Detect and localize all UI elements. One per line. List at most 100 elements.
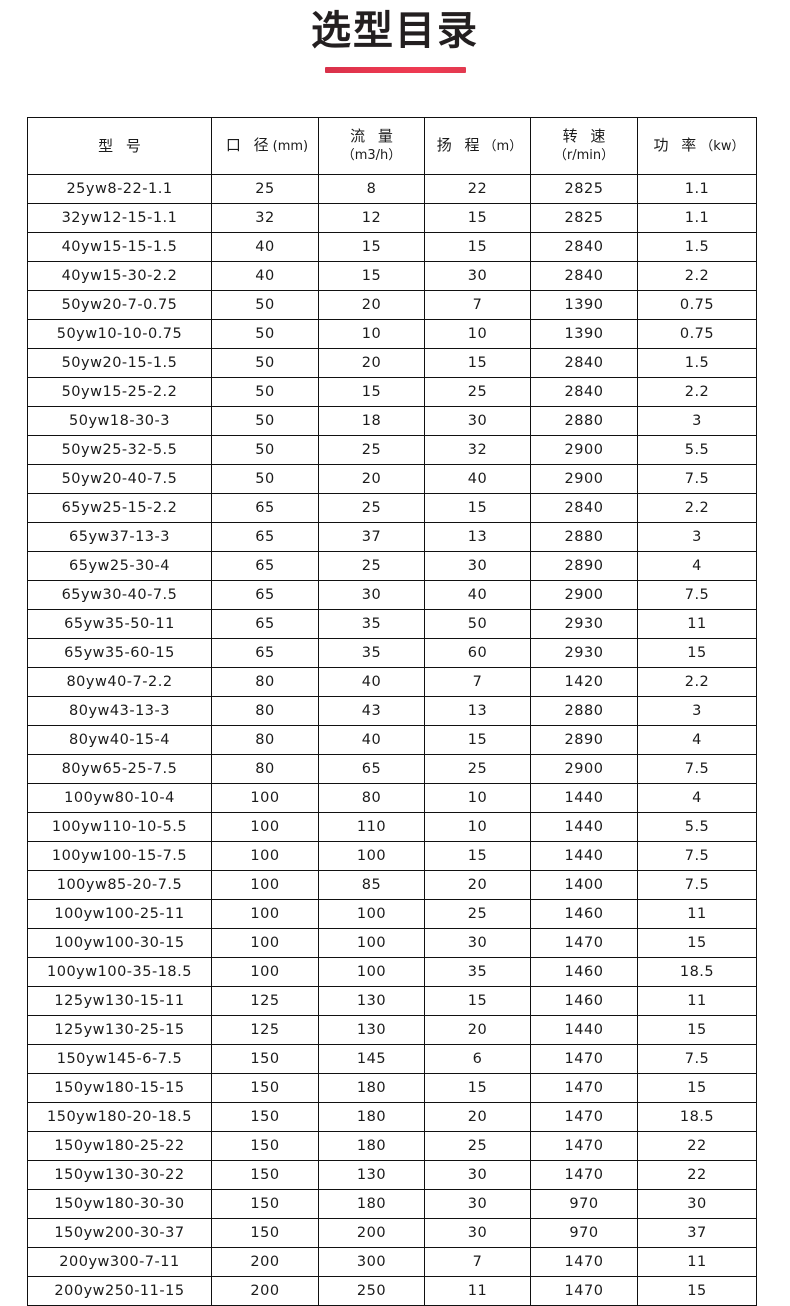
column-header-head: 扬 程（m） [424, 117, 531, 175]
cell-power: 7.5 [637, 580, 757, 610]
cell-speed: 970 [530, 1189, 638, 1219]
cell-speed: 2930 [530, 609, 638, 639]
cell-bore: 25 [211, 174, 319, 204]
cell-head: 35 [424, 957, 531, 987]
table-header-row: 型 号 口 径(mm) 流 量 （m3/h） 扬 程（m） 转 速 （r/ [27, 117, 757, 175]
cell-model: 200yw250-11-15 [27, 1276, 212, 1306]
cell-flow: 65 [318, 754, 425, 784]
table-row: 50yw15-25-2.2 50 15 25 2840 2.2 [27, 377, 757, 407]
title-block: 选型目录 [0, 0, 790, 73]
cell-speed: 1390 [530, 319, 638, 349]
cell-head: 30 [424, 261, 531, 291]
cell-power: 18.5 [637, 957, 757, 987]
cell-power: 22 [637, 1131, 757, 1161]
cell-bore: 65 [211, 580, 319, 610]
cell-flow: 100 [318, 928, 425, 958]
cell-model: 50yw20-40-7.5 [27, 464, 212, 494]
table-row: 100yw85-20-7.5 100 85 20 1400 7.5 [27, 870, 757, 900]
cell-model: 50yw18-30-3 [27, 406, 212, 436]
cell-model: 125yw130-15-11 [27, 986, 212, 1016]
cell-bore: 150 [211, 1218, 319, 1248]
table-row: 32yw12-15-1.1 32 12 15 2825 1.1 [27, 203, 757, 233]
column-header-head-label: 扬 程 [436, 136, 484, 154]
cell-bore: 150 [211, 1189, 319, 1219]
column-header-speed-label: 转 速 [562, 127, 610, 145]
cell-head: 25 [424, 899, 531, 929]
column-header-speed: 转 速 （r/min） [530, 117, 638, 175]
table-row: 150yw200-30-37 150 200 30 970 37 [27, 1218, 757, 1248]
cell-power: 5.5 [637, 812, 757, 842]
cell-head: 25 [424, 377, 531, 407]
cell-model: 150yw180-15-15 [27, 1073, 212, 1103]
cell-head: 7 [424, 290, 531, 320]
cell-head: 50 [424, 609, 531, 639]
cell-speed: 1470 [530, 1044, 638, 1074]
cell-speed: 2900 [530, 754, 638, 784]
cell-flow: 85 [318, 870, 425, 900]
table-row: 65yw25-30-4 65 25 30 2890 4 [27, 551, 757, 581]
cell-head: 30 [424, 1189, 531, 1219]
page-title: 选型目录 [311, 8, 479, 54]
cell-speed: 2900 [530, 580, 638, 610]
cell-model: 150yw180-20-18.5 [27, 1102, 212, 1132]
cell-bore: 65 [211, 551, 319, 581]
cell-bore: 40 [211, 261, 319, 291]
cell-speed: 2825 [530, 203, 638, 233]
cell-model: 100yw80-10-4 [27, 783, 212, 813]
cell-flow: 110 [318, 812, 425, 842]
table-row: 40yw15-15-1.5 40 15 15 2840 1.5 [27, 232, 757, 262]
cell-speed: 2900 [530, 464, 638, 494]
cell-speed: 2890 [530, 725, 638, 755]
cell-model: 50yw10-10-0.75 [27, 319, 212, 349]
cell-speed: 2930 [530, 638, 638, 668]
cell-model: 50yw15-25-2.2 [27, 377, 212, 407]
cell-head: 15 [424, 986, 531, 1016]
cell-power: 2.2 [637, 667, 757, 697]
table-row: 200yw250-11-15 200 250 11 1470 15 [27, 1276, 757, 1306]
cell-head: 7 [424, 667, 531, 697]
cell-head: 10 [424, 812, 531, 842]
cell-flow: 40 [318, 667, 425, 697]
cell-power: 7.5 [637, 464, 757, 494]
column-header-model-label: 型 号 [98, 136, 145, 155]
cell-model: 40yw15-30-2.2 [27, 261, 212, 291]
cell-head: 20 [424, 1102, 531, 1132]
cell-speed: 2880 [530, 406, 638, 436]
cell-model: 65yw25-15-2.2 [27, 493, 212, 523]
cell-bore: 50 [211, 464, 319, 494]
cell-flow: 40 [318, 725, 425, 755]
cell-power: 11 [637, 899, 757, 929]
cell-head: 30 [424, 1160, 531, 1190]
table-row: 125yw130-15-11 125 130 15 1460 11 [27, 986, 757, 1016]
cell-flow: 180 [318, 1073, 425, 1103]
cell-speed: 1440 [530, 783, 638, 813]
cell-bore: 80 [211, 754, 319, 784]
cell-model: 100yw100-15-7.5 [27, 841, 212, 871]
table-row: 150yw180-25-22 150 180 25 1470 22 [27, 1131, 757, 1161]
cell-speed: 1420 [530, 667, 638, 697]
cell-speed: 1460 [530, 957, 638, 987]
cell-speed: 1390 [530, 290, 638, 320]
cell-power: 2.2 [637, 261, 757, 291]
cell-flow: 100 [318, 957, 425, 987]
table-row: 80yw43-13-3 80 43 13 2880 3 [27, 696, 757, 726]
cell-head: 25 [424, 754, 531, 784]
cell-bore: 100 [211, 783, 319, 813]
cell-model: 50yw20-7-0.75 [27, 290, 212, 320]
cell-power: 2.2 [637, 493, 757, 523]
cell-bore: 50 [211, 435, 319, 465]
cell-speed: 1400 [530, 870, 638, 900]
cell-bore: 200 [211, 1247, 319, 1277]
cell-power: 1.1 [637, 174, 757, 204]
cell-bore: 65 [211, 493, 319, 523]
cell-head: 15 [424, 348, 531, 378]
cell-flow: 8 [318, 174, 425, 204]
cell-flow: 15 [318, 261, 425, 291]
cell-flow: 145 [318, 1044, 425, 1074]
table-row: 100yw100-15-7.5 100 100 15 1440 7.5 [27, 841, 757, 871]
cell-head: 30 [424, 406, 531, 436]
cell-model: 100yw100-35-18.5 [27, 957, 212, 987]
cell-power: 4 [637, 783, 757, 813]
cell-flow: 30 [318, 580, 425, 610]
